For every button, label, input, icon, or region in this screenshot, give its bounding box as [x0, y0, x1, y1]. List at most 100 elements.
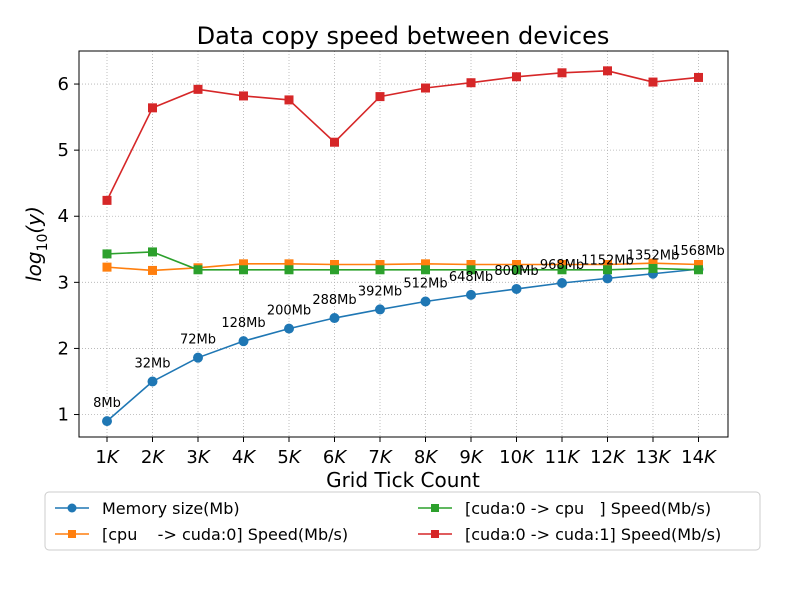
y-axis-label-base: log [22, 251, 46, 282]
x-axis-label: Grid Tick Count [326, 468, 480, 492]
x-tick-label: 8K [414, 447, 438, 468]
data-point [421, 265, 430, 275]
data-point [466, 78, 476, 88]
legend-label: [cuda:0 -> cpu ] Speed(Mb/s) [465, 499, 711, 518]
data-point [102, 249, 112, 259]
legend-item: Memory size(Mb) [55, 499, 240, 518]
y-tick-label: 6 [58, 74, 69, 95]
data-point [239, 265, 248, 275]
x-tick-label: 13K [636, 447, 672, 468]
data-point [147, 376, 158, 387]
data-label: 200Mb [267, 304, 311, 319]
data-point [284, 265, 294, 275]
data-point [330, 137, 339, 147]
data-label: 392Mb [358, 284, 402, 299]
series-line [106, 262, 699, 272]
data-point [694, 265, 703, 275]
series-line [106, 268, 699, 422]
y-tick-label: 1 [58, 405, 69, 426]
data-label: 512Mb [403, 277, 447, 292]
data-point [648, 263, 658, 273]
x-tick-label: 12K [590, 447, 626, 468]
data-point [148, 265, 157, 275]
y-axis-label-sub: 10 [35, 234, 51, 252]
y-axis-label: log10(y) [22, 206, 51, 282]
data-point [420, 296, 431, 307]
x-tick-label: 10K [499, 447, 535, 468]
x-tick-label: 4K [232, 447, 256, 468]
x-tick-label: 5K [277, 447, 301, 468]
data-point [148, 103, 157, 113]
y-axis-label-arg: (y) [22, 206, 46, 233]
legend-marker [431, 504, 439, 512]
data-point [284, 323, 294, 334]
data-label: 1152Mb [581, 253, 634, 268]
data-point [466, 289, 476, 300]
x-tick-label: 2K [141, 447, 165, 468]
data-point [330, 265, 339, 275]
data-label: 800Mb [494, 264, 538, 279]
y-tick-label: 4 [58, 206, 69, 227]
data-label: 8Mb [93, 396, 121, 411]
legend-marker [67, 503, 77, 513]
grid-lines [79, 51, 728, 437]
data-point [239, 91, 248, 101]
chart-title: Data copy speed between devices [197, 22, 610, 50]
x-tick-label: 1K [95, 447, 119, 468]
data-point [102, 195, 112, 205]
data-point [421, 83, 430, 93]
series-line [106, 70, 699, 201]
legend-item: [cpu -> cuda:0] Speed(Mb/s) [55, 525, 348, 544]
data-point [375, 265, 385, 275]
legend-label: Memory size(Mb) [102, 499, 240, 518]
legend-marker [431, 530, 439, 538]
data-point [102, 262, 112, 272]
data-point [238, 336, 249, 347]
x-tick-label: 11K [545, 447, 581, 468]
legend-item: [cuda:0 -> cpu ] Speed(Mb/s) [418, 499, 711, 518]
data-point [557, 277, 567, 288]
x-tick-label: 7K [368, 447, 392, 468]
data-point [193, 265, 203, 275]
data-point [603, 265, 612, 275]
legend-label: [cpu -> cuda:0] Speed(Mb/s) [102, 525, 348, 544]
legend-frame [44, 491, 761, 551]
data-point [193, 84, 203, 94]
y-tick-label: 2 [58, 338, 69, 359]
legend-entries: Memory size(Mb) [cpu -> cuda:0] Speed(Mb/… [55, 499, 721, 544]
data-label: 288Mb [312, 293, 356, 308]
data-label: 32Mb [134, 356, 170, 371]
data-point [284, 95, 294, 105]
legend: Memory size(Mb) [cpu -> cuda:0] Speed(Mb/… [44, 491, 761, 551]
data-label: 648Mb [449, 270, 493, 285]
data-point [466, 265, 476, 275]
data-point [148, 247, 157, 257]
x-tick-label: 14K [681, 447, 717, 468]
y-tick-label: 3 [58, 272, 69, 293]
data-point [602, 273, 613, 284]
data-label: 968Mb [540, 258, 584, 273]
data-label: 128Mb [221, 316, 265, 331]
data-point [102, 416, 112, 427]
data-label: 1568Mb [672, 244, 725, 259]
legend-marker [68, 530, 76, 538]
data-point [512, 265, 521, 275]
data-point [512, 72, 521, 82]
data-label: 72Mb [180, 333, 216, 348]
data-point [557, 265, 567, 275]
data-label: 1352Mb [627, 249, 680, 264]
data-point [193, 352, 203, 363]
y-tick-label: 5 [58, 140, 69, 161]
data-point [329, 313, 340, 324]
plot-frame [78, 50, 729, 438]
data-point [648, 77, 658, 87]
x-axis-ticks: 1K 2K 3K 4K 5K 6K 7K 8K 9K 10K 11K 12K 13K 14K [95, 437, 717, 468]
series-line [106, 251, 699, 271]
x-tick-label: 3K [186, 447, 210, 468]
y-axis-ticks: 1 2 3 4 5 6 [58, 74, 79, 426]
series-layer [102, 66, 704, 427]
data-point [375, 304, 385, 315]
